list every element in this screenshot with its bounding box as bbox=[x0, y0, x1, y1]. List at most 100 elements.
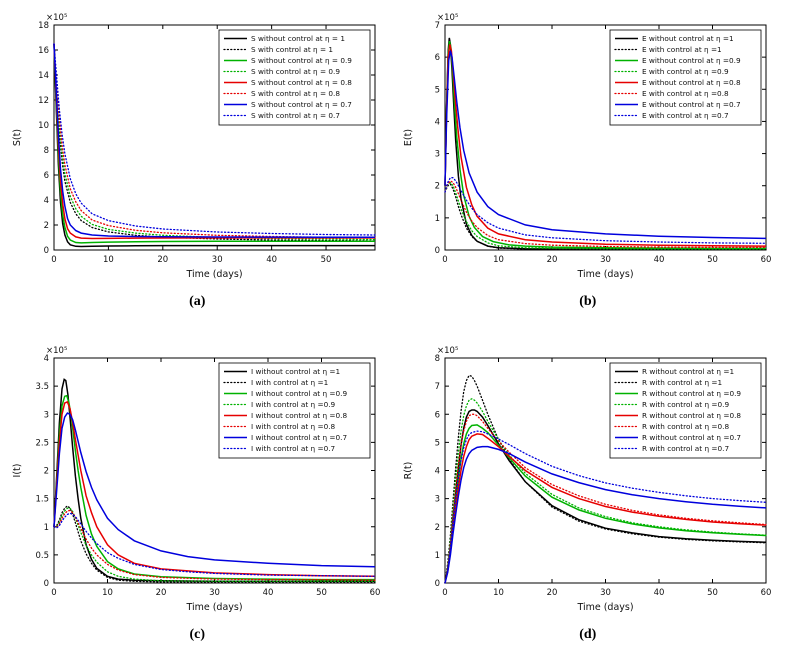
x-axis-label: Time (days) bbox=[576, 602, 633, 613]
series-line-dotted bbox=[444, 183, 767, 251]
svg-text:3: 3 bbox=[434, 150, 439, 160]
svg-text:0: 0 bbox=[442, 588, 447, 598]
legend-box bbox=[609, 362, 762, 458]
axis-exponent-label: ×10⁵ bbox=[46, 346, 67, 356]
svg-text:16: 16 bbox=[38, 46, 49, 56]
legend-label: I with control at η =1 bbox=[251, 378, 328, 387]
caption-a: (a) bbox=[189, 294, 206, 309]
svg-text:20: 20 bbox=[546, 588, 557, 598]
y-axis-label: E(t) bbox=[403, 129, 414, 146]
series-line-solid bbox=[444, 44, 766, 247]
legend-label: E without control at η =0.8 bbox=[642, 78, 741, 87]
legend-label: S without control at η = 1 bbox=[251, 34, 345, 43]
caption-d: (d) bbox=[579, 626, 597, 642]
legend: E without control at η =1 E with control … bbox=[609, 29, 762, 126]
series-line-solid bbox=[444, 445, 766, 583]
svg-text:4: 4 bbox=[44, 196, 49, 206]
legend-label: R without control at η =0.7 bbox=[642, 433, 741, 442]
svg-text:40: 40 bbox=[263, 588, 274, 598]
svg-text:2.5: 2.5 bbox=[36, 438, 50, 448]
legend-box bbox=[218, 362, 371, 458]
svg-text:4: 4 bbox=[434, 117, 439, 127]
legend-label: R with control at η =0.8 bbox=[642, 422, 729, 431]
svg-text:30: 30 bbox=[600, 588, 611, 598]
y-axis-label: I(t) bbox=[12, 463, 23, 477]
series-line-dotted bbox=[444, 181, 767, 250]
x-axis-label: Time (days) bbox=[186, 602, 243, 613]
svg-text:1.5: 1.5 bbox=[36, 494, 50, 504]
series-line-solid bbox=[444, 40, 766, 250]
legend-label: R with control at η =0.7 bbox=[642, 444, 729, 453]
legend-label: S with control at η = 1 bbox=[251, 45, 333, 54]
axis-exponent-label: ×10⁵ bbox=[46, 13, 67, 23]
svg-text:7: 7 bbox=[434, 382, 439, 392]
svg-text:6: 6 bbox=[434, 53, 439, 63]
series-line-dotted bbox=[444, 429, 767, 584]
chart-svg: 0 10 20 30 40 50 0 2 4 6 8 10 12 14 16 18×10⁵ Time (days… bbox=[12, 13, 376, 280]
legend-label: E with control at η =0.8 bbox=[642, 89, 729, 98]
legend-box bbox=[609, 29, 762, 126]
series-line-dotted bbox=[444, 177, 767, 244]
svg-text:0: 0 bbox=[44, 579, 49, 589]
legend-label: R with control at η =1 bbox=[642, 378, 722, 387]
chart-d: 0 10 20 30 40 50 60 0 1 2 3 4 5 6 7 8 ×10⁵ Time (days) R(t… bbox=[398, 341, 778, 621]
svg-text:0: 0 bbox=[442, 255, 447, 265]
series-line-solid bbox=[53, 43, 376, 240]
svg-text:60: 60 bbox=[760, 255, 771, 265]
axis-exponent-label: ×10⁵ bbox=[437, 13, 458, 23]
series-line-dotted bbox=[53, 43, 376, 236]
legend-label: I with control at η =0.8 bbox=[251, 422, 336, 431]
series-line-solid bbox=[444, 423, 766, 583]
legend-label: E without control at η =1 bbox=[642, 34, 734, 43]
svg-text:1: 1 bbox=[434, 214, 439, 224]
series-line-solid bbox=[53, 411, 376, 567]
series-line-dotted bbox=[53, 504, 376, 583]
series-line-dotted bbox=[444, 374, 767, 584]
svg-text:4: 4 bbox=[44, 354, 49, 364]
legend-label: S without control at η = 0.9 bbox=[251, 56, 352, 65]
svg-text:10: 10 bbox=[493, 588, 504, 598]
legend-label: I without control at η =0.8 bbox=[251, 411, 348, 420]
svg-text:8: 8 bbox=[44, 146, 49, 156]
legend-label: S without control at η = 0.8 bbox=[251, 78, 352, 87]
legend-label: R without control at η =0.9 bbox=[642, 389, 741, 398]
svg-text:0: 0 bbox=[434, 246, 439, 256]
legend-label: S without control at η = 0.7 bbox=[251, 100, 352, 109]
svg-text:2: 2 bbox=[44, 221, 49, 231]
svg-text:40: 40 bbox=[266, 255, 277, 265]
svg-text:10: 10 bbox=[103, 255, 114, 265]
svg-text:40: 40 bbox=[653, 588, 664, 598]
legend-label: E with control at η =1 bbox=[642, 45, 722, 54]
svg-text:12: 12 bbox=[38, 96, 49, 106]
series-line-dotted bbox=[444, 397, 767, 584]
series-line-dotted bbox=[53, 507, 376, 582]
svg-text:50: 50 bbox=[707, 588, 718, 598]
chart-b: 0 10 20 30 40 50 60 0 1 2 3 4 5 6 7 ×10⁵ Time (days) E(t)… bbox=[398, 8, 778, 288]
legend-label: E without control at η =0.7 bbox=[642, 100, 741, 109]
svg-text:20: 20 bbox=[156, 588, 167, 598]
svg-text:6: 6 bbox=[434, 410, 439, 420]
svg-text:2: 2 bbox=[44, 466, 49, 476]
series-line-dotted bbox=[444, 413, 767, 584]
chart-a: 0 10 20 30 40 50 0 2 4 6 8 10 12 14 16 18 ×10⁵ Time (days… bbox=[7, 8, 387, 288]
subplot-a: 0 10 20 30 40 50 0 2 4 6 8 10 12 14 16 18 ×10⁵ Time (days… bbox=[2, 8, 393, 331]
svg-text:0: 0 bbox=[44, 246, 49, 256]
svg-text:10: 10 bbox=[493, 255, 504, 265]
series-line-dotted bbox=[53, 43, 376, 239]
svg-text:5: 5 bbox=[434, 438, 439, 448]
y-axis: 0 1 2 3 4 5 6 7 bbox=[434, 21, 766, 256]
caption-c: (c) bbox=[189, 626, 206, 642]
svg-text:18: 18 bbox=[38, 21, 49, 31]
legend: R without control at η =1 R with control … bbox=[609, 362, 762, 458]
caption-b: (b) bbox=[579, 294, 597, 309]
series-line-dotted bbox=[53, 43, 376, 242]
subplot-c: 0 10 20 30 40 50 60 0 0.5 1 1.5 2 2.5 3 3.5 4 ×10⁵ Time (… bbox=[2, 341, 393, 663]
series-line-solid bbox=[444, 432, 766, 583]
x-axis: 0 10 20 30 40 50 bbox=[52, 25, 332, 265]
chart-svg: 0 10 20 30 40 50 60 0 1 2 3 4 5 6 7×10⁵ Time (days) E(t)… bbox=[403, 13, 771, 280]
legend-label: I without control at η =0.9 bbox=[251, 389, 348, 398]
svg-text:40: 40 bbox=[653, 255, 664, 265]
svg-text:30: 30 bbox=[600, 255, 611, 265]
svg-text:3: 3 bbox=[434, 494, 439, 504]
